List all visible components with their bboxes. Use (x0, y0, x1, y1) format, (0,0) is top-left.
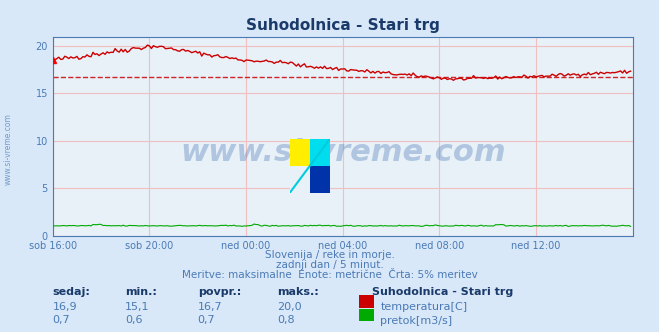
Text: 16,9: 16,9 (53, 302, 77, 312)
Text: 0,6: 0,6 (125, 315, 143, 325)
Text: sedaj:: sedaj: (53, 287, 90, 297)
Bar (310, 139, 330, 166)
Text: www.si-vreme.com: www.si-vreme.com (3, 114, 13, 185)
Text: maks.:: maks.: (277, 287, 318, 297)
Bar (359, 309, 374, 321)
Text: temperatura[C]: temperatura[C] (380, 302, 467, 312)
Bar (310, 166, 330, 193)
Text: 0,7: 0,7 (198, 315, 215, 325)
Text: povpr.:: povpr.: (198, 287, 241, 297)
Bar (290, 139, 310, 166)
Text: 15,1: 15,1 (125, 302, 150, 312)
Text: Suhodolnica - Stari trg: Suhodolnica - Stari trg (372, 287, 513, 297)
Text: zadnji dan / 5 minut.: zadnji dan / 5 minut. (275, 260, 384, 270)
Text: Meritve: maksimalne  Enote: metrične  Črta: 5% meritev: Meritve: maksimalne Enote: metrične Črta… (182, 270, 477, 280)
Title: Suhodolnica - Stari trg: Suhodolnica - Stari trg (246, 18, 440, 33)
Bar (359, 295, 374, 308)
Text: 20,0: 20,0 (277, 302, 301, 312)
Text: 0,7: 0,7 (53, 315, 71, 325)
Text: Slovenija / reke in morje.: Slovenija / reke in morje. (264, 250, 395, 260)
Text: 16,7: 16,7 (198, 302, 222, 312)
Text: pretok[m3/s]: pretok[m3/s] (380, 316, 452, 326)
Bar (290, 166, 310, 193)
Text: min.:: min.: (125, 287, 157, 297)
Text: www.si-vreme.com: www.si-vreme.com (180, 137, 505, 167)
Text: 0,8: 0,8 (277, 315, 295, 325)
